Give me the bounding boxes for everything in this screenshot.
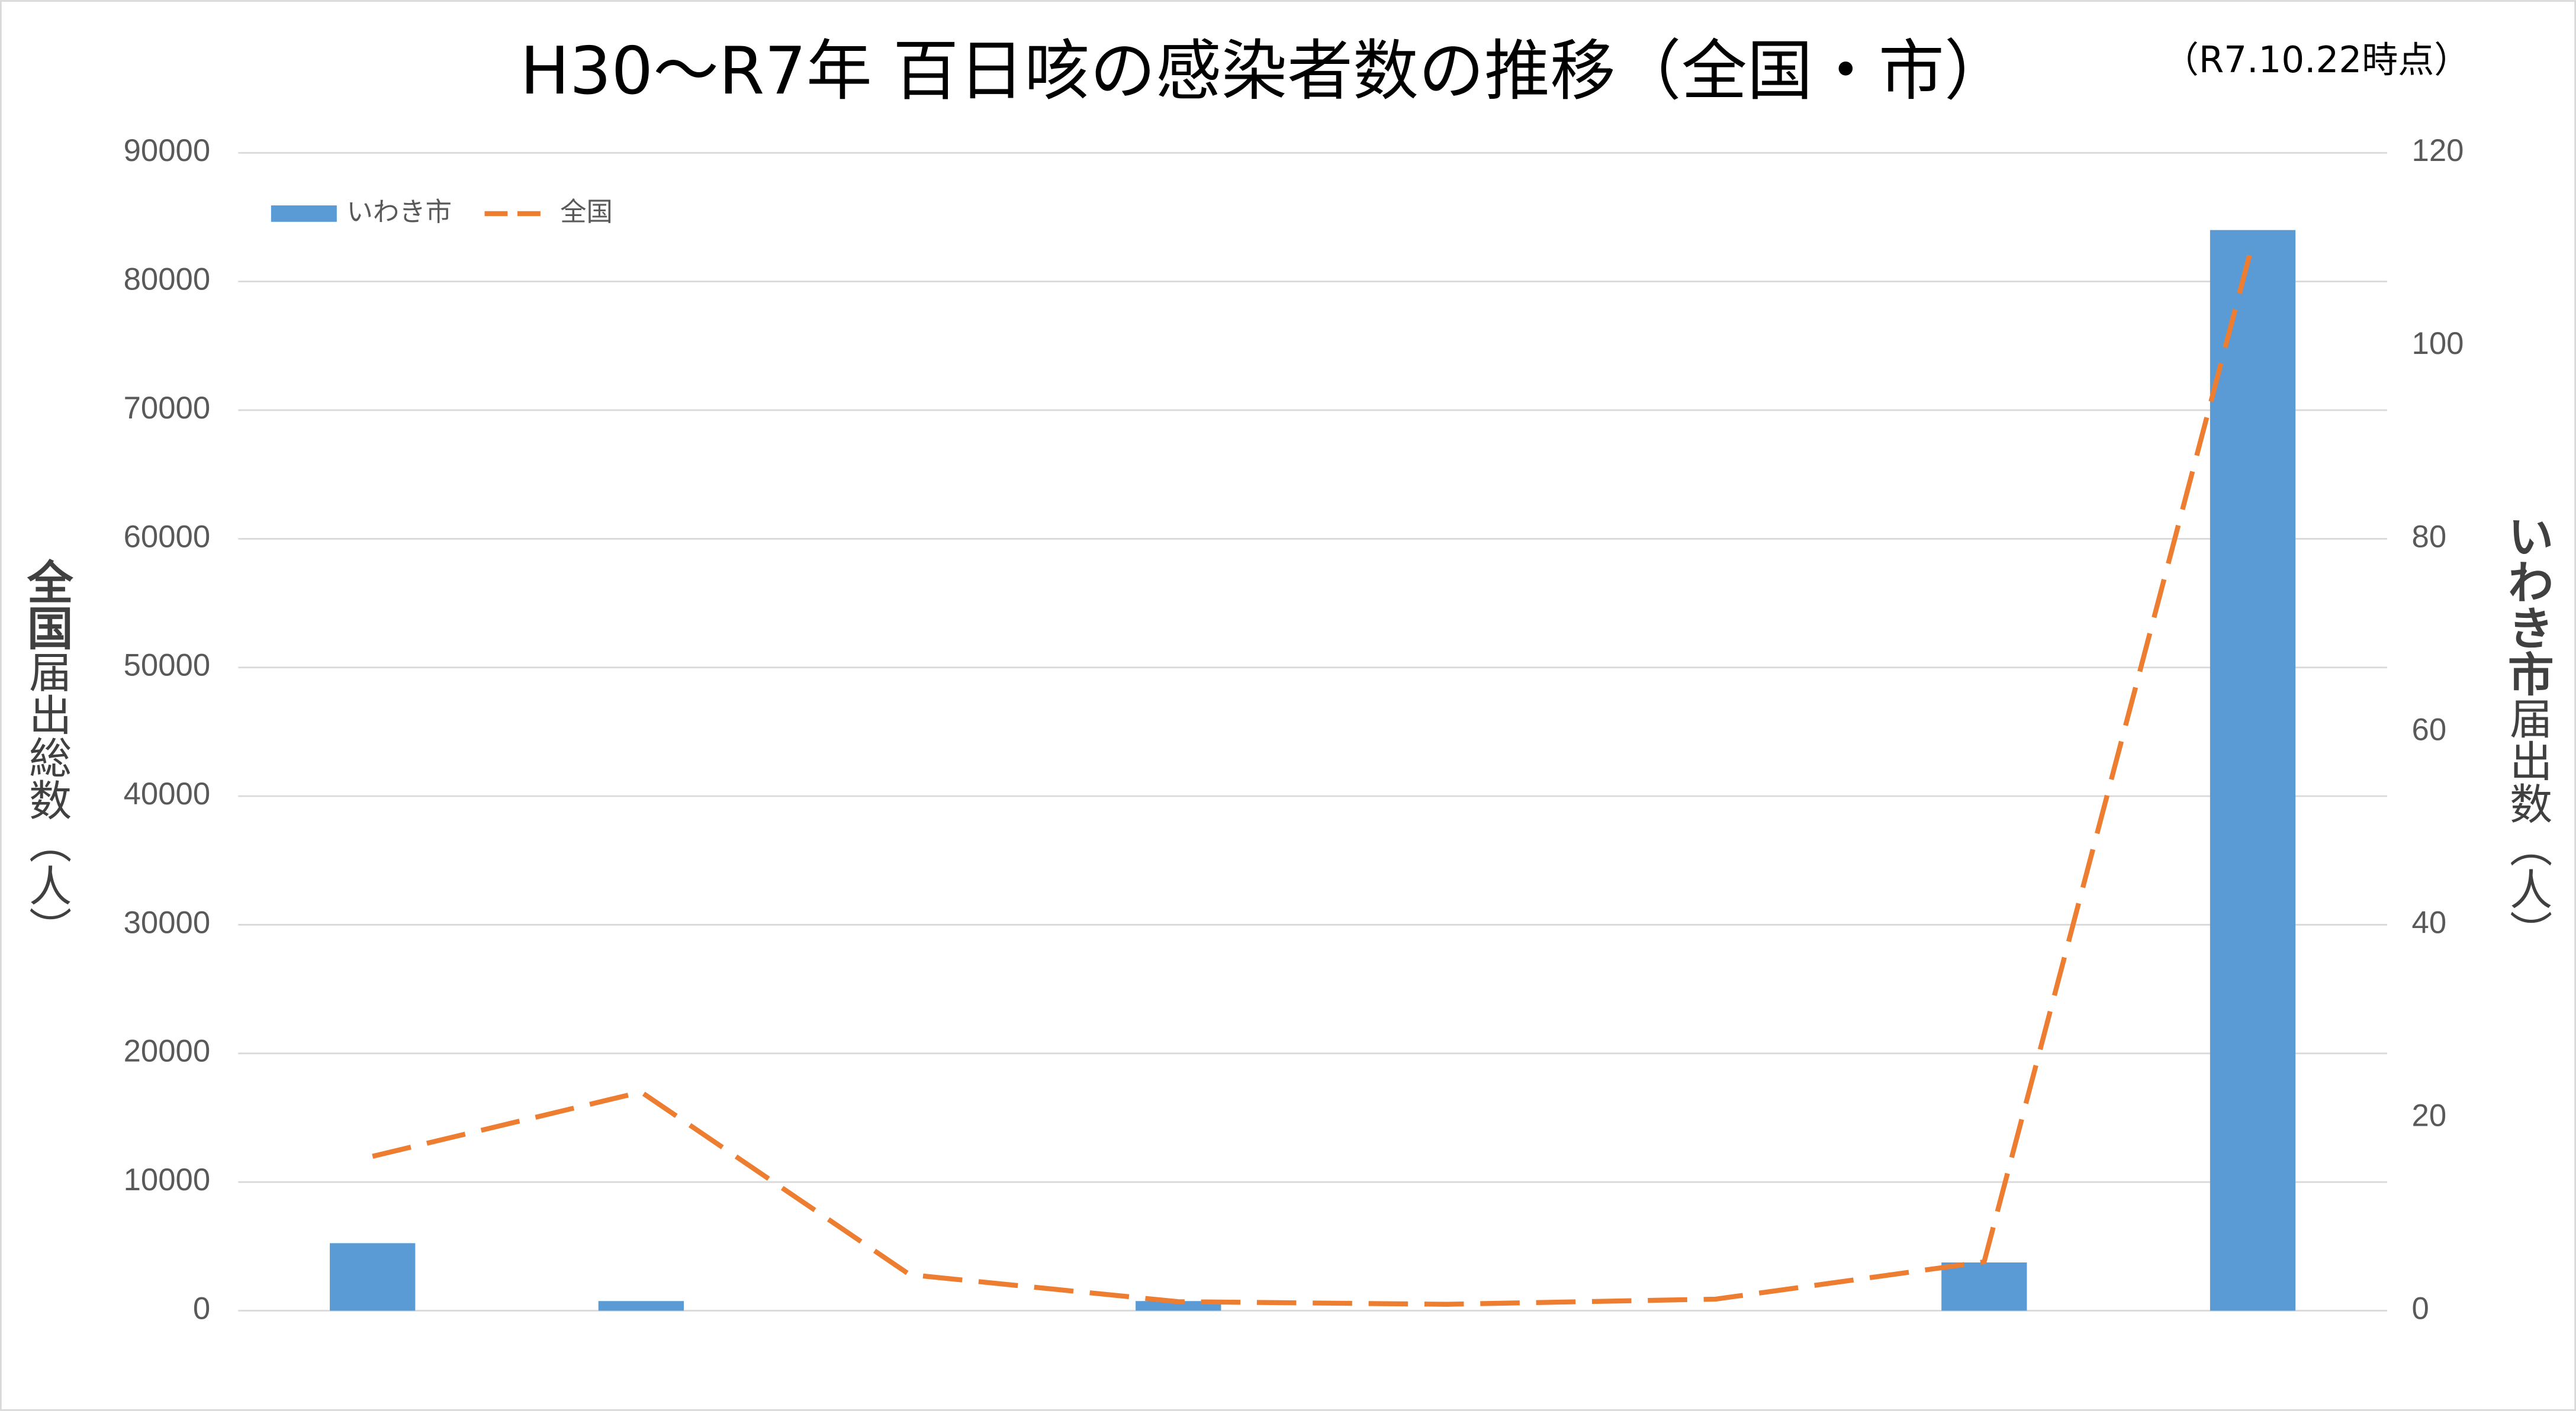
y2-tick-label: 60 bbox=[2412, 712, 2447, 747]
y-tick-label: 20000 bbox=[124, 1034, 211, 1069]
y2-tick-label: 0 bbox=[2412, 1291, 2429, 1326]
y-tick-label: 50000 bbox=[124, 648, 211, 683]
y-tick-label: 10000 bbox=[124, 1162, 211, 1197]
bar bbox=[1136, 1301, 1221, 1311]
y2-axis-title-rest: 届出数（人） bbox=[2502, 697, 2552, 953]
y-tick-label: 90000 bbox=[124, 133, 211, 168]
y-axis-title: 全国届出総数（人） bbox=[20, 559, 74, 949]
bar bbox=[1941, 1262, 2027, 1311]
y-tick-label: 60000 bbox=[124, 519, 211, 554]
y2-axis-title: いわき市届出数（人） bbox=[2500, 513, 2554, 953]
y-axis-title-rest: 届出総数（人） bbox=[21, 650, 71, 949]
bar bbox=[330, 1243, 416, 1311]
legend-label: 全国 bbox=[560, 197, 613, 227]
bar bbox=[598, 1301, 684, 1311]
y2-tick-label: 120 bbox=[2412, 133, 2464, 168]
chart-title: H30～R7年 百日咳の感染者数の推移（全国・市） bbox=[520, 33, 2009, 109]
chart-subtitle: （R7.10.22時点） bbox=[2163, 39, 2470, 81]
y-tick-label: 40000 bbox=[124, 777, 211, 811]
y-tick-label: 70000 bbox=[124, 391, 211, 426]
y2-tick-label: 80 bbox=[2412, 519, 2447, 554]
y2-tick-label: 20 bbox=[2412, 1098, 2447, 1133]
y-tick-label: 80000 bbox=[124, 262, 211, 297]
line bbox=[372, 242, 2256, 1307]
y2-axis-title-bold: いわき市 bbox=[2500, 513, 2554, 697]
legend-label: いわき市 bbox=[346, 197, 452, 227]
bar bbox=[2210, 230, 2296, 1311]
legend-swatch bbox=[271, 205, 337, 222]
y-tick-label: 0 bbox=[193, 1291, 210, 1326]
y2-tick-label: 100 bbox=[2412, 326, 2464, 361]
y2-tick-label: 40 bbox=[2412, 905, 2447, 940]
y-axis-title-bold: 全国 bbox=[20, 559, 74, 650]
y-tick-label: 30000 bbox=[124, 905, 211, 940]
